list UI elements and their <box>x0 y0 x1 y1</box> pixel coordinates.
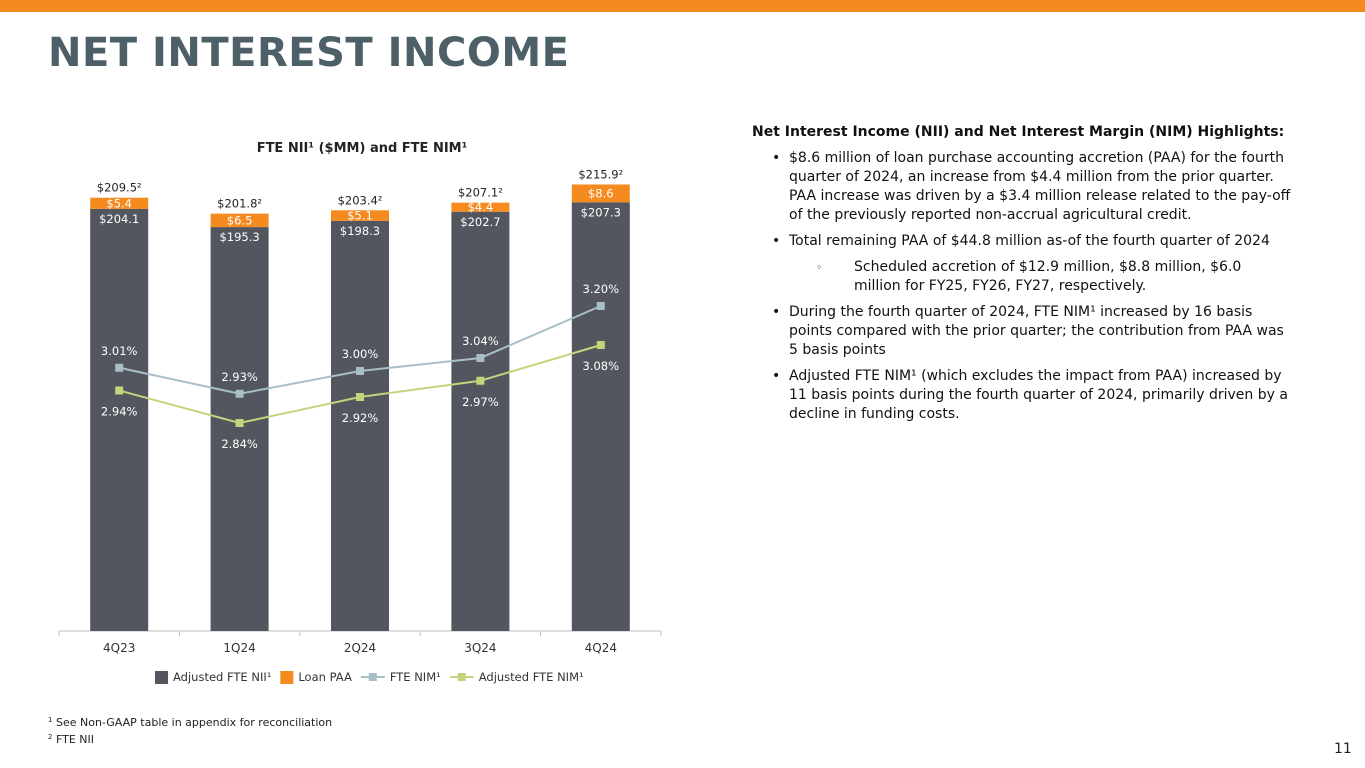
x-tick-label: 1Q24 <box>223 641 255 655</box>
adjusted-fte-nim-marker <box>596 341 605 349</box>
bullet-icon: • <box>772 304 781 320</box>
loan-paa-data-label: $4.4 <box>468 200 494 214</box>
loan-paa-data-label: $5.1 <box>347 209 373 223</box>
fte-nim-marker <box>235 389 244 398</box>
adjusted-fte-nii-data-label: $204.1 <box>99 212 139 226</box>
footnote-text: See Non-GAAP table in appendix for recon… <box>55 716 333 729</box>
bullet-icon: • <box>772 368 781 384</box>
fte-nim-data-label: 2.93% <box>221 370 258 384</box>
legend-label: FTE NIM¹ <box>390 670 441 684</box>
loan-paa-bar <box>331 210 389 221</box>
legend-label: Loan PAA <box>298 670 352 684</box>
total-fte-nii-label: $215.9² <box>578 167 623 181</box>
highlight-text: During the fourth quarter of 2024, FTE N… <box>789 304 1284 358</box>
adjusted-fte-nim-marker <box>476 376 485 385</box>
adjusted-fte-nim-marker <box>356 393 364 401</box>
adjusted-fte-nii-bar <box>331 220 389 631</box>
highlight-item: • Total remaining PAA of $44.8 million a… <box>752 232 1292 251</box>
fte-nim-marker <box>356 367 364 375</box>
nii-nim-chart: FTE NII¹ ($MM) and FTE NIM¹ 4Q23 1Q24 2Q24… <box>58 141 662 684</box>
loan-paa-bar <box>451 202 510 212</box>
highlight-text: Scheduled accretion of $12.9 million, $8… <box>854 259 1242 294</box>
highlight-subitem: ◦ Scheduled accretion of $12.9 million, … <box>752 258 1292 296</box>
chart-title: FTE NII¹ ($MM) and FTE NIM¹ <box>257 141 468 156</box>
loan-paa-data-label: $5.4 <box>106 196 132 210</box>
fte-nim-marker <box>476 354 485 362</box>
footnote-2: 2 FTE NII <box>48 730 332 747</box>
legend-label: Adjusted FTE NIM¹ <box>479 670 584 684</box>
adjusted-fte-nim-data-label: 2.84% <box>221 437 258 451</box>
bullet-icon: • <box>772 150 781 166</box>
plot-area: 4Q23 1Q24 2Q24 3Q24 4Q24 $204.1 $5.4$209.5² $19… <box>58 167 662 655</box>
adjusted-fte-nii-bar <box>451 211 510 631</box>
adjusted-fte-nii-bar <box>90 208 149 631</box>
adjusted-fte-nii-bar <box>571 202 630 631</box>
loan-paa-data-label: $6.5 <box>227 213 253 227</box>
top-accent-bar <box>0 0 1365 12</box>
adjusted-fte-nim-marker <box>235 419 244 427</box>
x-tick-label: 4Q23 <box>103 641 135 655</box>
total-fte-nii-label: $209.5² <box>97 181 142 195</box>
adjusted-fte-nii-data-label: $202.7 <box>460 215 500 229</box>
page-number: 11 <box>1334 741 1352 757</box>
fte-nim-data-label: 3.04% <box>462 334 499 348</box>
x-tick-label: 3Q24 <box>464 641 496 655</box>
fte-nim-data-label: 3.00% <box>342 347 379 361</box>
loan-paa-data-label: $8.6 <box>588 186 614 200</box>
bullet-icon: • <box>772 233 781 249</box>
adjusted-fte-nii-data-label: $195.3 <box>219 230 259 244</box>
total-fte-nii-label: $203.4² <box>338 193 383 207</box>
footnote-marker: 2 <box>48 733 53 741</box>
highlight-item: • $8.6 million of loan purchase accounti… <box>752 149 1292 225</box>
x-tick-label: 4Q24 <box>585 641 617 655</box>
fte-nim-data-label: 3.01% <box>101 344 138 358</box>
legend-label: Adjusted FTE NII¹ <box>173 670 271 684</box>
loan-paa-bar <box>90 197 149 209</box>
fte-nim-marker <box>115 363 124 372</box>
highlight-item: • Adjusted FTE NIM¹ (which excludes the … <box>752 367 1292 424</box>
footnote-marker: 1 <box>48 716 53 724</box>
highlight-item: • During the fourth quarter of 2024, FTE… <box>752 303 1292 360</box>
legend-marker <box>368 673 377 681</box>
adjusted-fte-nim-marker <box>115 386 124 395</box>
highlight-text: $8.6 million of loan purchase accounting… <box>789 150 1291 223</box>
highlights-panel: Net Interest Income (NII) and Net Intere… <box>752 123 1292 431</box>
legend-swatch <box>155 671 168 684</box>
adjusted-fte-nii-data-label: $198.3 <box>340 224 380 238</box>
footnote-1: 1 See Non-GAAP table in appendix for rec… <box>48 713 332 730</box>
loan-paa-bar <box>210 213 269 228</box>
footnotes: 1 See Non-GAAP table in appendix for rec… <box>48 713 332 747</box>
highlights-list: • $8.6 million of loan purchase accounti… <box>752 149 1292 424</box>
legend-marker <box>457 673 466 681</box>
highlight-text: Adjusted FTE NIM¹ (which excludes the im… <box>789 368 1288 422</box>
adjusted-fte-nii-data-label: $207.3 <box>581 205 621 219</box>
page-title: NET INTEREST INCOME <box>48 30 570 76</box>
adjusted-fte-nim-data-label: 2.97% <box>462 395 499 409</box>
highlights-heading: Net Interest Income (NII) and Net Intere… <box>752 124 1285 140</box>
legend-swatch <box>280 671 294 684</box>
chart-legend: Adjusted FTE NII¹ Loan PAA FTE NIM¹ Adjuste… <box>155 670 584 684</box>
sub-bullet-icon: ◦ <box>816 261 823 274</box>
adjusted-fte-nim-data-label: 2.94% <box>101 405 138 419</box>
footnote-text: FTE NII <box>55 733 94 746</box>
fte-nim-marker <box>596 302 605 310</box>
fte-nim-data-label: 3.20% <box>583 282 620 296</box>
adjusted-fte-nim-data-label: 2.92% <box>342 411 379 425</box>
total-fte-nii-label: $201.8² <box>217 197 262 211</box>
total-fte-nii-label: $207.1² <box>458 186 503 200</box>
loan-paa-bar <box>571 184 630 203</box>
adjusted-fte-nii-bar <box>210 227 269 631</box>
x-tick-label: 2Q24 <box>344 641 376 655</box>
highlight-text: Total remaining PAA of $44.8 million as-… <box>789 233 1270 249</box>
adjusted-fte-nim-data-label: 3.08% <box>583 359 620 373</box>
